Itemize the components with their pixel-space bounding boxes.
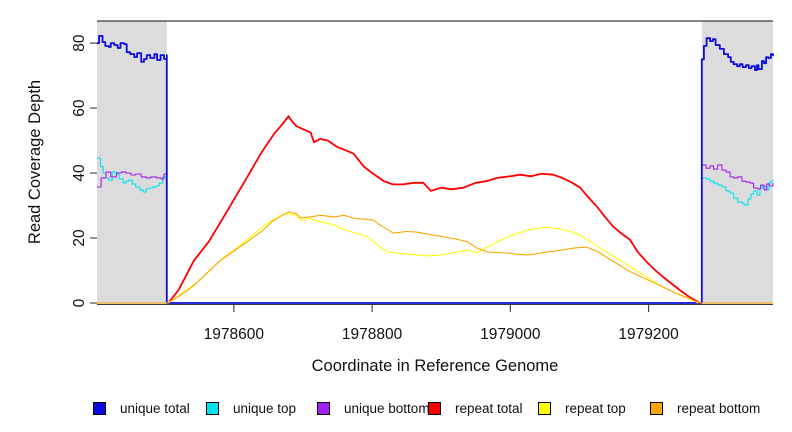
x-tick-label: 1979000 bbox=[480, 326, 541, 343]
legend-item-repeat-top: repeat top bbox=[538, 400, 626, 416]
legend-swatch-unique-top bbox=[206, 401, 219, 415]
y-tick-label: 60 bbox=[71, 99, 88, 117]
y-tick-label: 40 bbox=[71, 164, 88, 182]
legend-label: unique top bbox=[233, 400, 297, 416]
legend-item-unique-top: unique top bbox=[206, 400, 296, 416]
legend-label: repeat total bbox=[455, 400, 523, 416]
legend-item-repeat-bottom: repeat bottom bbox=[650, 400, 760, 416]
series-unique-total bbox=[97, 35, 774, 304]
series-repeat-bottom bbox=[97, 211, 773, 304]
legend-swatch-unique-bottom bbox=[317, 401, 330, 415]
legend-item-repeat-total: repeat total bbox=[428, 400, 523, 416]
legend-label: unique total bbox=[120, 400, 190, 416]
legend-item-unique-bottom: unique bottom bbox=[317, 400, 430, 416]
legend-label: repeat top bbox=[565, 400, 626, 416]
y-tick-label: 80 bbox=[71, 34, 88, 52]
legend-swatch-unique-total bbox=[93, 401, 106, 415]
y-tick-label: 20 bbox=[71, 229, 88, 247]
legend-swatch-repeat-top bbox=[538, 401, 551, 415]
x-tick-label: 1978800 bbox=[342, 326, 403, 343]
legend-label: repeat bottom bbox=[677, 400, 761, 416]
series-unique-bottom bbox=[97, 164, 774, 304]
y-tick-label: 0 bbox=[71, 298, 88, 307]
series-repeat-total bbox=[167, 115, 701, 304]
legend-swatch-repeat-total bbox=[428, 401, 441, 415]
legend-swatch-repeat-bottom bbox=[650, 401, 663, 415]
legend-label: unique bottom bbox=[344, 400, 430, 416]
y-axis-title: Read Coverage Depth bbox=[26, 80, 44, 244]
x-tick-label: 1978600 bbox=[204, 326, 265, 343]
shaded-region-0 bbox=[97, 21, 167, 305]
chart-legend: unique total unique top unique bottom repea… bbox=[0, 400, 792, 420]
x-tick-label: 1979200 bbox=[618, 326, 679, 343]
x-axis-title: Coordinate in Reference Genome bbox=[312, 357, 559, 375]
legend-item-unique-total: unique total bbox=[93, 400, 190, 416]
series-repeat-top bbox=[167, 213, 699, 304]
